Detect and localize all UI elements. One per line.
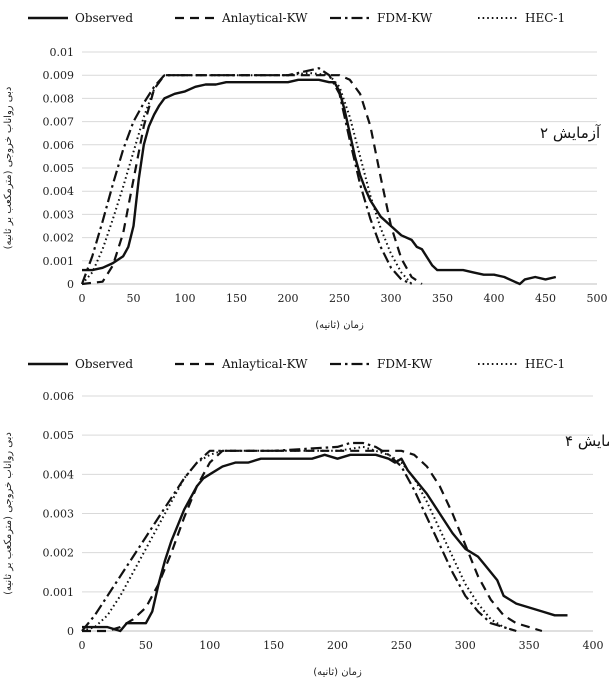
chart0-legend-item-anlaytical-kw: Anlaytical-KW — [175, 11, 308, 25]
chart0-y-tick-label: 0.01 — [50, 46, 75, 59]
chart0-y-axis-label: دبی رواناب خروجی (مترمکعب بر ثانیه) — [3, 87, 14, 250]
chart0-annotation: آزمایش ۲ — [540, 124, 601, 142]
chart0-legend-label: Anlaytical-KW — [221, 11, 308, 25]
chart0-x-tick-label: 200 — [278, 292, 299, 305]
chart0-y-tick-label: 0.007 — [43, 116, 75, 129]
chart0-x-tick-label: 500 — [587, 292, 608, 305]
chart0-y-tick-label: 0.005 — [43, 162, 75, 175]
chart1-x-tick-label: 400 — [583, 639, 604, 652]
chart1-annotation: آزمایش ۴ — [565, 432, 609, 450]
chart1-legend-label: Anlaytical-KW — [221, 357, 308, 371]
chart1-legend-label: Observed — [75, 357, 133, 371]
chart1-y-tick-label: 0.004 — [43, 468, 75, 481]
chart0-x-tick-label: 50 — [127, 292, 141, 305]
chart1-gridlines — [82, 395, 593, 632]
chart1-legend-item-fdm-kw: FDM-KW — [330, 357, 433, 371]
chart0-y-ticks: 0 0.001 0.002 0.003 0.004 0.005 0.006 0.007 0.00… — [43, 46, 75, 291]
chart1-series-fdm-kw — [81, 441, 517, 633]
chart1-x-tick-label: 100 — [199, 639, 220, 652]
chart1-x-tick-label: 150 — [263, 639, 284, 652]
chart0-legend-item-observed: Observed — [28, 11, 133, 25]
chart0-legend-item-fdm-kw: FDM-KW — [330, 11, 433, 25]
chart1-series-observed — [82, 453, 568, 633]
chart1-legend-label: FDM-KW — [377, 357, 433, 371]
chart1-x-tick-label: 350 — [519, 639, 540, 652]
chart1-x-tick-label: 200 — [327, 639, 348, 652]
chart1-y-tick-label: 0.001 — [43, 586, 75, 599]
chart0-y-tick-label: 0.009 — [43, 69, 75, 82]
chart0-y-tick-label: 0.003 — [43, 208, 75, 221]
chart0-x-tick-label: 0 — [79, 292, 86, 305]
chart0-legend-item-hec-1: HEC-1 — [478, 11, 565, 25]
chart1-legend-label: HEC-1 — [525, 357, 565, 371]
chart0-series-anlaytical-kw — [81, 74, 423, 286]
chart1-series-anlaytical-kw — [82, 449, 543, 633]
chart0-x-tick-label: 300 — [381, 292, 402, 305]
chart0-series-group — [80, 67, 557, 286]
chart0-x-ticks: 0 50 100 150 200 250 300 350 400 450 500 — [79, 292, 608, 305]
chart1-legend: Observed Anlaytical-KW FDM-KW HEC-1 — [28, 357, 565, 371]
chart0-legend-label: Observed — [75, 11, 133, 25]
chart1-x-ticks: 0 50 100 150 200 250 300 350 400 — [79, 639, 604, 652]
chart0-gridlines — [82, 51, 597, 285]
chart1-y-axis-label: دبی رواناب خروجی (مترمکعب بر ثانیه) — [3, 432, 14, 595]
chart1-y-tick-label: 0.006 — [43, 390, 75, 403]
chart0-y-tick-label: 0.002 — [43, 232, 75, 245]
chart0-x-tick-label: 100 — [175, 292, 196, 305]
chart0-x-tick-label: 250 — [329, 292, 350, 305]
chart1-y-ticks: 0 0.001 0.002 0.003 0.004 0.005 0.006 — [43, 390, 75, 638]
chart0-y-tick-label: 0 — [67, 278, 74, 291]
chart1-y-tick-label: 0.002 — [43, 547, 75, 560]
chart0-legend-label: FDM-KW — [377, 11, 433, 25]
chart0-series-observed — [82, 78, 557, 286]
chart0-x-axis-label: زمان (ثانیه) — [315, 320, 364, 331]
chart0-y-tick-label: 0.004 — [43, 185, 75, 198]
chart0-series-fdm-kw — [80, 67, 413, 286]
chart1-legend-item-observed: Observed — [28, 357, 133, 371]
chart0-y-tick-label: 0.001 — [43, 255, 75, 268]
chart0-x-tick-label: 450 — [535, 292, 556, 305]
chart1-x-axis-label: زمان (ثانیه) — [313, 667, 362, 678]
chart1-x-tick-label: 300 — [455, 639, 476, 652]
chart1-y-tick-label: 0.003 — [43, 508, 75, 521]
chart0-legend: Observed Anlaytical-KW FDM-KW HEC-1 — [28, 11, 565, 25]
chart-experiment-4: 0 0.001 0.002 0.003 0.004 0.005 0.006 0 50 100 150… — [3, 357, 609, 678]
chart0-x-tick-label: 150 — [226, 292, 247, 305]
chart0-y-tick-label: 0.006 — [43, 139, 75, 152]
chart1-series-group — [81, 441, 568, 633]
chart0-y-tick-label: 0.008 — [43, 92, 75, 105]
chart-experiment-2: 0 0.001 0.002 0.003 0.004 0.005 0.006 0.007 0.00… — [3, 11, 608, 331]
chart1-x-tick-label: 0 — [79, 639, 86, 652]
chart1-y-tick-label: 0 — [67, 625, 74, 638]
chart1-x-tick-label: 50 — [139, 639, 153, 652]
chart1-legend-item-hec-1: HEC-1 — [478, 357, 565, 371]
chart0-legend-label: HEC-1 — [525, 11, 565, 25]
chart0-x-tick-label: 350 — [432, 292, 453, 305]
chart0-x-tick-label: 400 — [484, 292, 505, 305]
chart1-y-tick-label: 0.005 — [43, 429, 75, 442]
chart1-x-tick-label: 250 — [391, 639, 412, 652]
chart1-legend-item-anlaytical-kw: Anlaytical-KW — [175, 357, 308, 371]
